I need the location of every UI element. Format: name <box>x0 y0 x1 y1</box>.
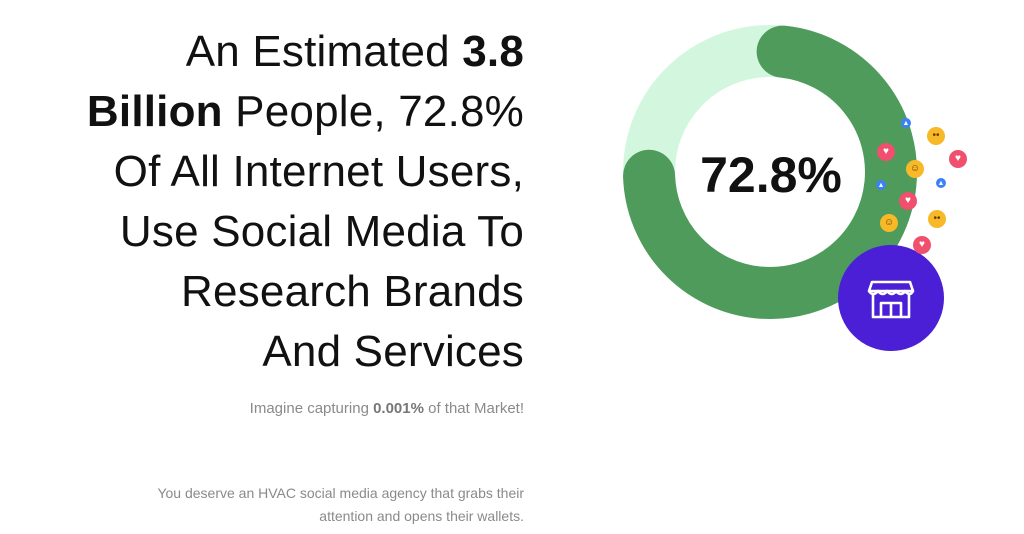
storefront-icon <box>867 280 915 319</box>
body-copy-line-1: You deserve an HVAC social media agency … <box>157 485 524 501</box>
body-copy-line-2: attention and opens their wallets. <box>319 508 524 524</box>
headline-emphasis: Billion <box>86 87 223 136</box>
heart-icon: ♥ <box>913 236 931 254</box>
tagline-emphasis: 0.001% <box>373 400 424 417</box>
headline-line-4: Use Social Media To <box>119 207 524 256</box>
store-badge <box>838 245 944 351</box>
headline-line-6: And Services <box>262 327 524 376</box>
headline: An Estimated 3.8 Billion People, 72.8% O… <box>24 22 524 382</box>
tagline-text: Imagine capturing <box>249 400 374 417</box>
heart-icon: ♥ <box>949 150 967 168</box>
headline-text: An Estimated <box>185 27 463 76</box>
headline-text: People, 72.8% <box>222 87 524 136</box>
heart-icon: ♥ <box>899 192 917 210</box>
laugh-emoji-icon: ☺ <box>906 160 924 178</box>
headline-line-2: Billion People, 72.8% <box>24 82 524 142</box>
donut-ring <box>623 25 917 319</box>
heart-icon: ♥ <box>877 143 895 161</box>
donut-fill-arc <box>623 25 917 319</box>
headline-line-5: Research Brands <box>181 267 524 316</box>
thumbs-up-icon: ▲ <box>876 180 886 190</box>
wow-emoji-icon: •• <box>927 127 945 145</box>
tagline: Imagine capturing 0.001% of that Market! <box>64 398 524 420</box>
thumbs-up-icon: ▲ <box>936 178 946 188</box>
donut-value: 72.8% <box>700 147 842 203</box>
body-copy: You deserve an HVAC social media agency … <box>24 482 524 528</box>
wow-emoji-icon: •• <box>928 210 946 228</box>
percentage-donut: 72.8% <box>620 22 920 322</box>
laugh-emoji-icon: ☺ <box>880 214 898 232</box>
headline-emphasis: 3.8 <box>462 27 524 76</box>
headline-line-3: Of All Internet Users, <box>113 147 524 196</box>
thumbs-up-icon: ▲ <box>901 118 911 128</box>
headline-line-1: An Estimated 3.8 <box>24 22 524 82</box>
tagline-text: of that Market! <box>423 400 524 417</box>
